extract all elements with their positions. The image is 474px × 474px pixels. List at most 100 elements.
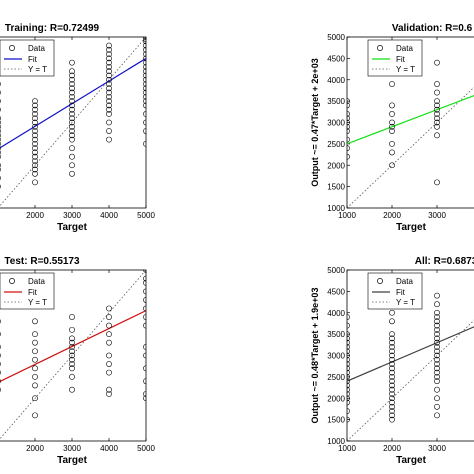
y-tick-label: 2500 [327, 140, 345, 149]
data-point [434, 344, 440, 350]
data-point [0, 332, 1, 337]
data-point [143, 76, 146, 83]
data-point [106, 119, 112, 126]
data-point [389, 309, 395, 316]
data-point [347, 391, 350, 397]
data-point [32, 318, 38, 325]
identity-line [0, 37, 146, 207]
data-point [69, 98, 75, 105]
x-tick-label: 3000 [63, 211, 81, 220]
legend-data-label: Data [28, 44, 45, 53]
data-point [434, 348, 440, 355]
data-point [143, 89, 146, 96]
data-point [0, 99, 1, 104]
plot-title: All: R=0.6873 [415, 256, 474, 267]
data-point [0, 344, 1, 350]
data-point [69, 76, 75, 83]
data-point [389, 162, 395, 169]
data-point [143, 37, 146, 43]
data-point [389, 361, 395, 367]
data-point [106, 111, 112, 117]
data-point [434, 395, 440, 402]
data-point [106, 128, 112, 134]
data-point [389, 408, 395, 414]
data-point [143, 128, 146, 134]
data-point [347, 119, 350, 126]
plot-title: Test: R=0.55173 [4, 256, 80, 267]
data-point [143, 391, 146, 397]
data-point [434, 292, 440, 299]
legend-data-label: Data [396, 277, 413, 286]
data-point [434, 352, 440, 359]
legend-identity-label: Y = T [28, 298, 47, 307]
plot-title: Training: R=0.72499 [5, 23, 100, 34]
y-tick-label: 4500 [327, 54, 345, 63]
data-point [389, 335, 395, 342]
legend-box [367, 272, 423, 310]
y-tick-label: 3000 [327, 352, 345, 361]
data-point [106, 89, 112, 96]
data-point [106, 51, 112, 57]
data-point [143, 344, 146, 350]
data-point [106, 106, 112, 113]
data-point [434, 98, 440, 105]
data-point [347, 408, 350, 414]
data-point [106, 42, 112, 49]
data-point [434, 179, 440, 186]
data-point [143, 85, 146, 92]
fit-line [347, 94, 474, 145]
data-point [434, 102, 440, 109]
legend-data-label: Data [28, 277, 45, 286]
y-tick-label: 1000 [327, 437, 345, 446]
data-point [434, 339, 440, 346]
data-point [69, 123, 75, 130]
data-point [69, 68, 75, 75]
data-point [143, 395, 146, 402]
data-point [389, 412, 395, 419]
data-point [389, 140, 395, 147]
y-tick-label: 1500 [327, 416, 345, 425]
fit-line [347, 326, 474, 382]
data-point [143, 51, 146, 57]
data-point [347, 361, 350, 367]
data-point [106, 322, 112, 329]
legend-box [0, 272, 55, 310]
data-point [347, 145, 350, 152]
data-point [389, 331, 395, 338]
data-point [347, 369, 350, 376]
y-tick-label: 1000 [327, 204, 345, 213]
data-point [434, 335, 440, 342]
identity-line [347, 86, 474, 208]
data-point [69, 335, 75, 342]
legend-box [367, 39, 423, 77]
data-point [106, 136, 112, 143]
data-point [143, 46, 146, 53]
data-point [32, 162, 38, 169]
data-point [69, 59, 75, 66]
data-point [434, 106, 440, 113]
data-point [434, 412, 440, 419]
data-point [32, 166, 38, 173]
data-point [143, 378, 146, 385]
data-point [389, 352, 395, 359]
data-point [106, 76, 112, 83]
data-point [389, 102, 395, 109]
data-point [69, 170, 75, 177]
data-point [143, 42, 146, 49]
data-point [434, 356, 440, 363]
data-point [347, 382, 350, 389]
data-point [143, 322, 146, 329]
data-point [32, 153, 38, 160]
data-point [389, 128, 395, 134]
data-point [143, 275, 146, 282]
x-tick-label: 4000 [100, 211, 118, 220]
data-point [347, 331, 350, 338]
data-point [0, 150, 1, 155]
x-axis-label: Target [57, 455, 87, 466]
panel-2: Validation: R=0.6 1000 2000 3000 1000 1500 200… [310, 23, 474, 233]
identity-line [0, 270, 146, 440]
x-axis-label: Target [396, 455, 426, 466]
data-point [389, 378, 395, 385]
data-point [389, 382, 395, 389]
